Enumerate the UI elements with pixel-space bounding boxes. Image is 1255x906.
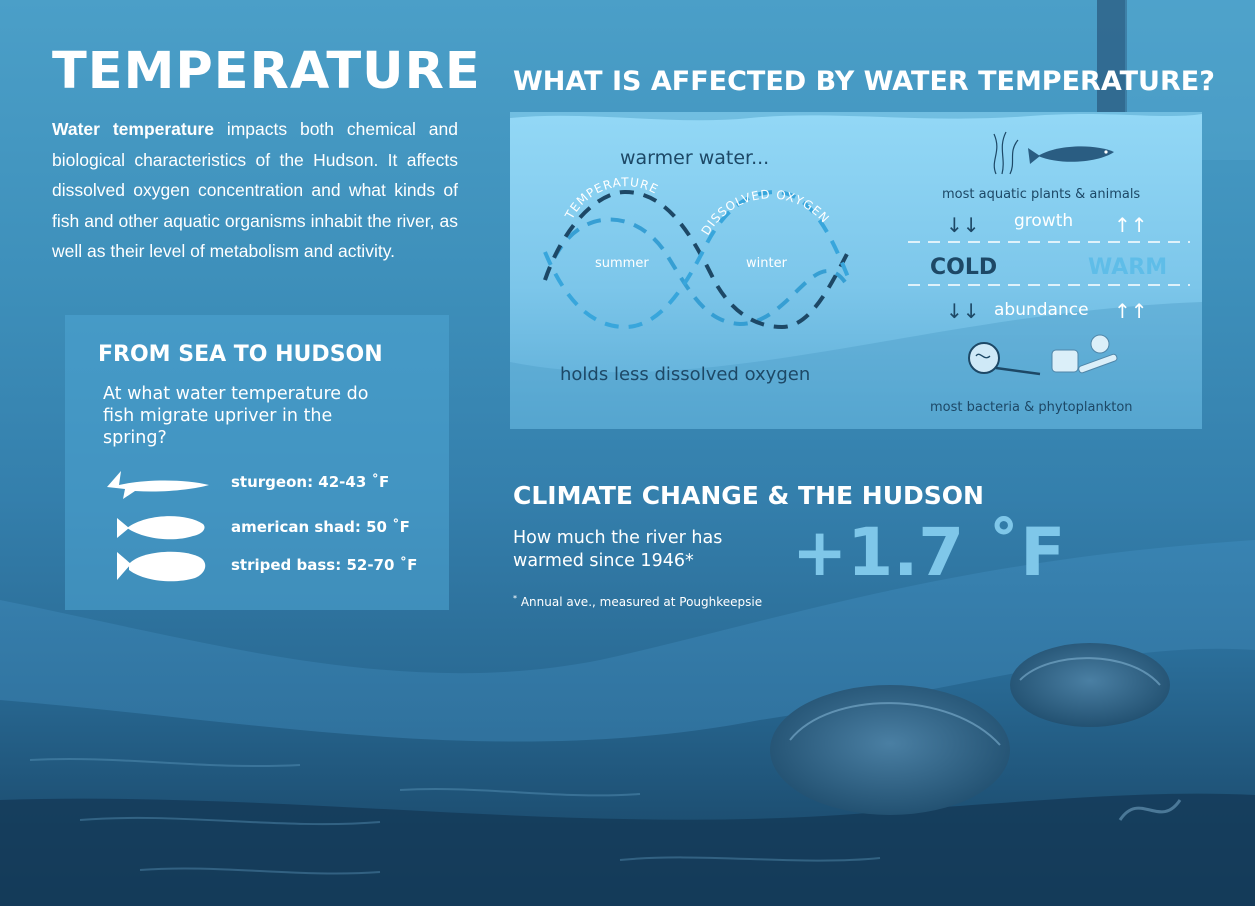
fish-row-striped-bass: striped bass: 52-70 ˚F bbox=[105, 548, 435, 584]
dissolved-oxygen-curve bbox=[543, 189, 852, 330]
warmer-water-text: warmer water... bbox=[620, 147, 769, 169]
intro-text: impacts both chemical and biological cha… bbox=[52, 119, 458, 261]
intro-bold-term: Water temperature bbox=[52, 119, 214, 139]
fish-label-shad: american shad: 50 ˚F bbox=[231, 518, 410, 536]
climate-question: How much the river has warmed since 1946… bbox=[513, 528, 723, 571]
effects-diagram: warmer water... TEMPERATURE DISSOLVED OX… bbox=[510, 112, 1202, 429]
magnifier-icon bbox=[968, 342, 1041, 376]
striped-bass-icon bbox=[117, 551, 206, 582]
climate-footnote: * Annual ave., measured at Poughkeepsie bbox=[513, 594, 762, 609]
climate-title: CLIMATE CHANGE & THE HUDSON bbox=[513, 481, 984, 510]
abundance-up-arrows: ↑↑ bbox=[1114, 299, 1148, 323]
fish-label-sturgeon: sturgeon: 42-43 ˚F bbox=[231, 473, 390, 491]
herring-icon bbox=[1028, 146, 1114, 164]
effects-panel-bg bbox=[510, 112, 1202, 429]
footnote-mark: * bbox=[513, 594, 517, 603]
holds-less-oxygen-text: holds less dissolved oxygen bbox=[560, 364, 810, 385]
phytoplankton-icon bbox=[1051, 334, 1118, 374]
oxygen-curve-light bbox=[543, 217, 847, 327]
sturgeon-icon bbox=[107, 471, 209, 499]
fish-row-sturgeon: sturgeon: 42-43 ˚F bbox=[105, 465, 435, 501]
warm-label: WARM bbox=[1088, 255, 1167, 280]
growth-up-arrows: ↑↑ bbox=[1114, 213, 1148, 237]
effects-title: WHAT IS AFFECTED BY WATER TEMPERATURE? bbox=[513, 66, 1215, 97]
footnote-text: Annual ave., measured at Poughkeepsie bbox=[520, 595, 763, 609]
shad-icon bbox=[117, 516, 205, 540]
temperature-curve bbox=[543, 189, 850, 330]
winter-label: winter bbox=[746, 256, 788, 271]
migration-box: FROM SEA TO HUDSON At what water tempera… bbox=[65, 315, 449, 610]
migration-title: FROM SEA TO HUDSON bbox=[98, 342, 383, 367]
migration-question: At what water temperature do fish migrat… bbox=[103, 384, 369, 448]
abundance-down-arrows: ↓↓ bbox=[946, 299, 980, 323]
growth-label: growth bbox=[1014, 211, 1073, 231]
fish-row-shad: american shad: 50 ˚F bbox=[105, 510, 435, 546]
intro-paragraph: Water temperature impacts both chemical … bbox=[52, 114, 458, 267]
warming-value: +1.7 ˚F bbox=[792, 514, 1066, 591]
cold-label: COLD bbox=[930, 255, 997, 280]
growth-down-arrows: ↓↓ bbox=[946, 213, 980, 237]
bacteria-label: most bacteria & phytoplankton bbox=[930, 400, 1133, 415]
fish-label-striped-bass: striped bass: 52-70 ˚F bbox=[231, 556, 418, 574]
abundance-label: abundance bbox=[994, 300, 1089, 320]
summer-label: summer bbox=[595, 256, 649, 271]
plants-animals-label: most aquatic plants & animals bbox=[942, 187, 1140, 202]
page-title: TEMPERATURE bbox=[52, 42, 481, 101]
seaweed-icon bbox=[993, 131, 1019, 175]
